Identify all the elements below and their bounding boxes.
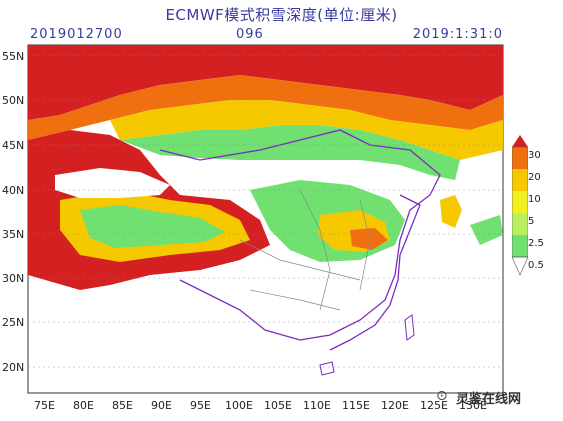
hainan bbox=[319, 361, 335, 376]
lon-label: 120E bbox=[381, 399, 409, 412]
lon-label: 115E bbox=[342, 399, 370, 412]
colorbar-band bbox=[512, 147, 528, 169]
lon-label: 100E bbox=[225, 399, 253, 412]
lat-label: 40N bbox=[2, 184, 25, 197]
snow-north-red bbox=[28, 45, 503, 120]
lon-label: 95E bbox=[190, 399, 211, 412]
china-border bbox=[159, 129, 441, 341]
forecast-hour: 096 bbox=[236, 27, 264, 42]
lat-label: 50N bbox=[2, 94, 25, 107]
snow-north-green bbox=[120, 125, 460, 180]
lat-label: 30N bbox=[2, 272, 25, 285]
init-time: 2019012700 bbox=[30, 27, 123, 42]
colorbar-label: 0.5 bbox=[528, 260, 544, 271]
colorbar-label: 2.5 bbox=[528, 238, 544, 249]
snow-north-orange bbox=[28, 75, 503, 140]
colorbar-band bbox=[512, 235, 528, 257]
colorbar-label: 20 bbox=[528, 172, 541, 183]
colorbar-label: 5 bbox=[528, 216, 535, 227]
graticule bbox=[28, 54, 503, 368]
lat-label: 55N bbox=[2, 50, 25, 63]
taiwan bbox=[404, 314, 415, 341]
colorbar-band bbox=[512, 169, 528, 191]
colorbar-label: 10 bbox=[528, 194, 541, 205]
lat-label: 20N bbox=[2, 361, 25, 374]
lat-label: 35N bbox=[2, 228, 25, 241]
watermark-text: 灵鉴在线网 bbox=[456, 392, 522, 407]
colorbar-band bbox=[512, 191, 528, 213]
snow-korea bbox=[440, 195, 462, 228]
wechat-icon: ⊙ bbox=[436, 388, 448, 404]
snow-tibet-green bbox=[80, 205, 225, 248]
map-title: ECMWF模式积雪深度(单位:厘米) bbox=[165, 6, 398, 24]
colorbar-bottom bbox=[512, 256, 528, 276]
lon-label: 90E bbox=[151, 399, 172, 412]
lon-label: 110E bbox=[303, 399, 331, 412]
snow-japan bbox=[470, 215, 503, 245]
valid-time: 2019:1:31:0 bbox=[412, 27, 503, 42]
lon-label: 130E bbox=[459, 399, 487, 412]
colorbar-band bbox=[512, 213, 528, 235]
lat-label: 25N bbox=[2, 316, 25, 329]
lon-label: 105E bbox=[264, 399, 292, 412]
colorbar-label: 30 bbox=[528, 150, 541, 161]
province-borders bbox=[239, 189, 371, 311]
coastline bbox=[329, 194, 421, 351]
snow-east-orange bbox=[350, 228, 388, 250]
lon-label: 75E bbox=[34, 399, 55, 412]
lat-label: 45N bbox=[2, 139, 25, 152]
lon-label: 85E bbox=[112, 399, 133, 412]
colorbar bbox=[512, 135, 528, 276]
snow-north-yellow bbox=[110, 100, 503, 160]
colorbar-top bbox=[512, 135, 528, 147]
lon-label: 80E bbox=[73, 399, 94, 412]
lon-label: 125E bbox=[420, 399, 448, 412]
tarim-white bbox=[55, 168, 170, 198]
